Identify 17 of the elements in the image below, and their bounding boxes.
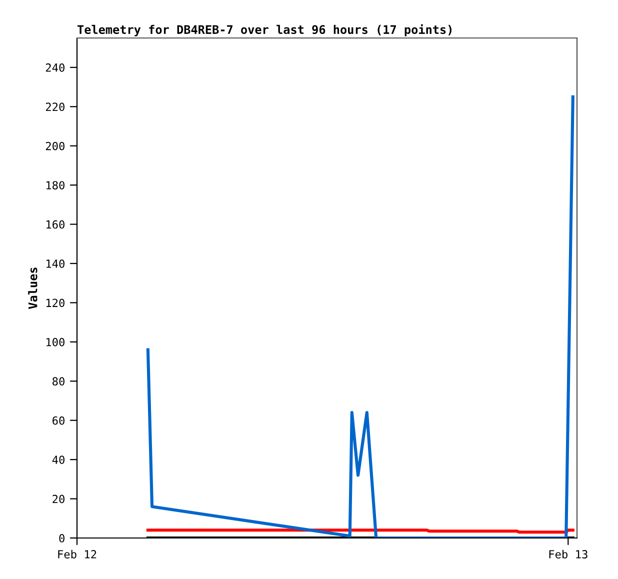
y-tick-label: 60 [52, 416, 64, 425]
y-tick-label: 240 [46, 63, 64, 72]
x-tick-label: Feb 13 [549, 550, 588, 558]
chart-title: Telemetry for DB4REB-7 over last 96 hours (17 points) [78, 24, 452, 36]
y-tick-label: 120 [46, 298, 64, 308]
y-tick-label: 0 [59, 534, 64, 542]
y-tick-label: 180 [46, 181, 64, 190]
y-tick-label: 160 [46, 220, 64, 229]
x-tick-label: Feb 12 [58, 550, 96, 558]
y-tick-label: 80 [52, 377, 64, 386]
y-axis-title: Values [28, 268, 38, 309]
y-tick-label: 200 [46, 142, 64, 150]
y-tick-label: 220 [46, 102, 64, 112]
y-tick-label: 140 [46, 259, 64, 268]
y-tick-label: 40 [52, 456, 64, 464]
y-tick-label: 100 [46, 338, 64, 346]
y-tick-label: 20 [52, 494, 64, 504]
